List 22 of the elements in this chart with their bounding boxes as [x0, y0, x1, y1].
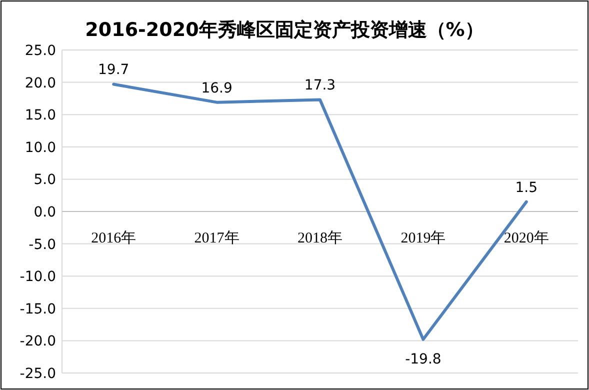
x-tick-label: 2017年 [194, 230, 240, 246]
y-tick-label: -5.0 [28, 236, 56, 253]
data-label: -19.8 [405, 351, 442, 368]
y-tick-label: -10.0 [20, 269, 56, 286]
y-tick-label: 10.0 [24, 140, 56, 156]
y-tick-label: 15.0 [24, 108, 56, 124]
y-tick-label: 25.0 [24, 43, 56, 59]
x-tick-label: 2019年 [400, 230, 446, 246]
data-label: 17.3 [304, 78, 336, 94]
data-label: 1.5 [515, 180, 538, 196]
x-tick-label: 2016年 [91, 230, 136, 246]
data-label: 19.7 [98, 62, 130, 78]
y-tick-label: -20.0 [20, 334, 56, 350]
y-tick-label: 5.0 [34, 172, 56, 188]
data-label: 16.9 [201, 80, 232, 96]
y-tick-label: -15.0 [20, 301, 56, 318]
x-tick-label: 2020年 [504, 230, 549, 246]
chart-title: 2016-2020年秀峰区固定资产投资增速（%） [85, 19, 484, 41]
y-tick-label: 0.0 [34, 204, 56, 220]
x-tick-label: 2018年 [298, 230, 342, 246]
y-tick-label: -25.0 [20, 366, 56, 382]
y-tick-label: 20.0 [24, 75, 56, 92]
